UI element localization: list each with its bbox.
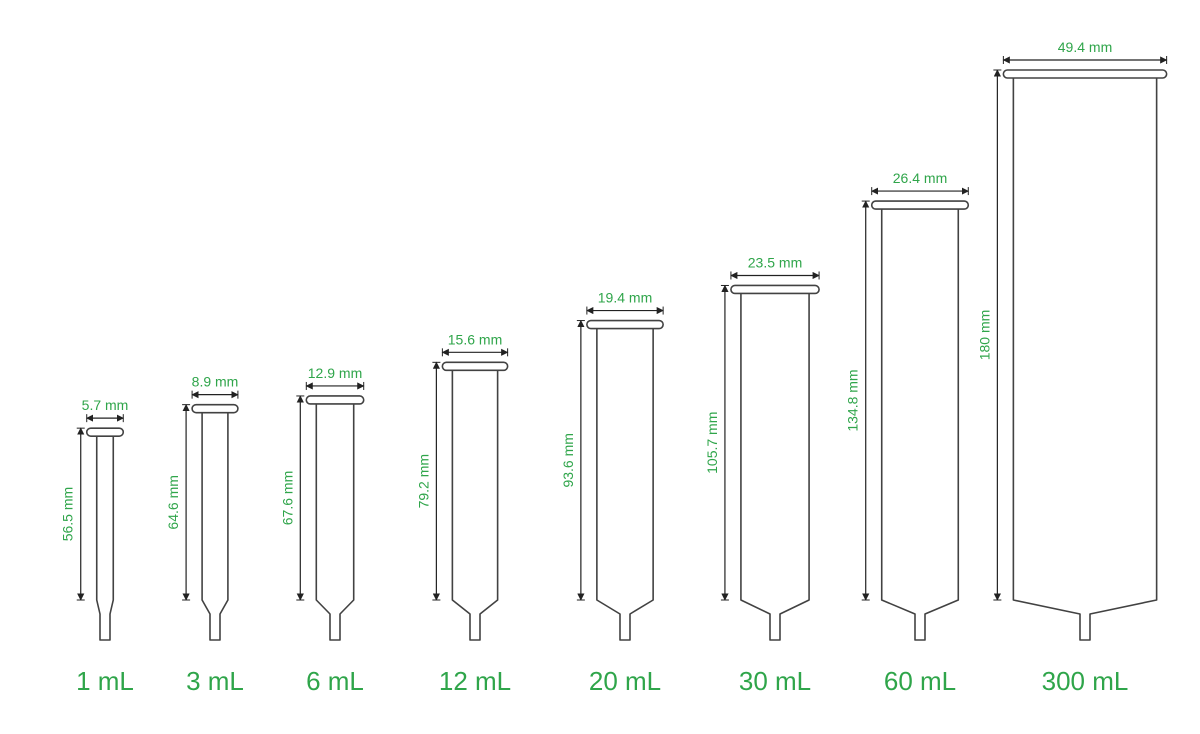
height-label: 56.5 mm [60,487,76,541]
volume-label: 3 mL [186,666,244,696]
volume-label: 20 mL [589,666,661,696]
column: 12.9 mm 67.6 mm 6 mL [279,365,364,696]
width-label: 23.5 mm [748,254,802,270]
column: 15.6 mm 79.2 mm 12 mL [415,331,511,696]
column: 49.4 mm 180 mm 300 mL [976,39,1166,696]
body-outline [741,293,809,640]
height-label: 134.8 mm [845,369,861,431]
flange [1003,70,1166,78]
column: 23.5 mm 105.7 mm 30 mL [704,254,819,696]
volume-label: 1 mL [76,666,134,696]
width-label: 26.4 mm [893,170,947,186]
height-label: 79.2 mm [415,454,431,508]
flange [587,321,663,329]
volume-label: 30 mL [739,666,811,696]
height-label: 105.7 mm [704,412,720,474]
height-label: 64.6 mm [165,475,181,529]
column: 26.4 mm 134.8 mm 60 mL [845,170,969,696]
flange [87,428,124,436]
height-label: 67.6 mm [279,471,295,525]
width-label: 19.4 mm [598,290,652,306]
body-outline [97,436,114,640]
column-size-diagram: 5.7 mm 56.5 mm 1 mL 8.9 mm 64.6 mm 3 mL 12.9 m… [0,0,1200,734]
body-outline [597,329,653,640]
volume-label: 12 mL [439,666,511,696]
width-label: 15.6 mm [448,331,502,347]
width-label: 12.9 mm [308,365,362,381]
width-label: 5.7 mm [82,397,129,413]
volume-label: 60 mL [884,666,956,696]
height-label: 93.6 mm [560,433,576,487]
column: 8.9 mm 64.6 mm 3 mL [165,374,244,696]
flange [192,405,238,413]
volume-label: 6 mL [306,666,364,696]
flange [442,362,507,370]
flange [306,396,363,404]
body-outline [452,370,497,640]
column: 5.7 mm 56.5 mm 1 mL [60,397,134,696]
column: 19.4 mm 93.6 mm 20 mL [560,290,663,696]
body-outline [202,413,228,640]
volume-label: 300 mL [1042,666,1129,696]
width-label: 49.4 mm [1058,39,1112,55]
flange [731,285,819,293]
body-outline [316,404,353,640]
height-label: 180 mm [976,310,992,361]
flange [872,201,969,209]
body-outline [1013,78,1156,640]
width-label: 8.9 mm [192,374,239,390]
body-outline [882,209,959,640]
